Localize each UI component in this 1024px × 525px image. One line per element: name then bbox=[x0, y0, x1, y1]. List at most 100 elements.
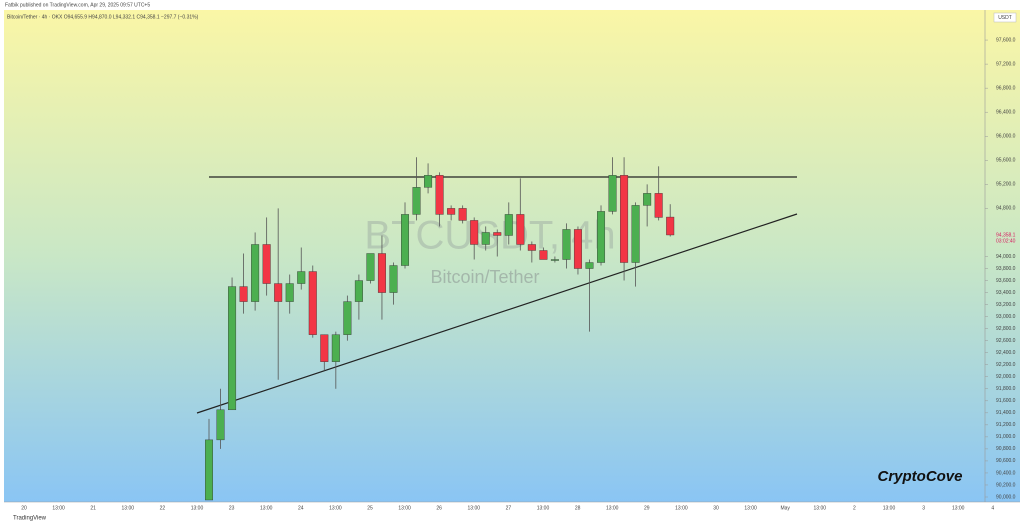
candle-body bbox=[239, 286, 248, 302]
x-tick-label: 13:00 bbox=[329, 505, 342, 511]
y-tick-label: 91,800.0 bbox=[996, 386, 1016, 392]
x-tick-label: 13:00 bbox=[122, 505, 135, 511]
y-tick-label: 93,000.0 bbox=[996, 314, 1016, 320]
candle-body bbox=[366, 253, 375, 281]
candle-body bbox=[308, 271, 317, 335]
y-tick-label: 93,600.0 bbox=[996, 278, 1016, 284]
y-tick-label: 95,200.0 bbox=[996, 182, 1016, 188]
y-tick-label: 93,800.0 bbox=[996, 266, 1016, 272]
y-tick-label: 91,200.0 bbox=[996, 422, 1016, 428]
y-tick-label: 92,800.0 bbox=[996, 326, 1016, 332]
y-tick-label: 90,200.0 bbox=[996, 482, 1016, 488]
candle-body bbox=[573, 229, 582, 269]
candle-body bbox=[424, 175, 433, 188]
candle-body bbox=[539, 250, 548, 260]
x-tick-label: 20 bbox=[21, 505, 27, 511]
x-tick-label: 13:00 bbox=[191, 505, 204, 511]
last-price: 94,358.1 bbox=[996, 232, 1016, 238]
x-tick-label: 13:00 bbox=[814, 505, 827, 511]
y-tick-label: 97,200.0 bbox=[996, 61, 1016, 67]
candle-body bbox=[666, 216, 675, 236]
y-tick-label: 90,000.0 bbox=[996, 494, 1016, 500]
candle-body bbox=[401, 214, 410, 266]
countdown: 03:02:40 bbox=[996, 238, 1016, 244]
candle-body bbox=[204, 439, 213, 501]
y-tick-label: 92,600.0 bbox=[996, 338, 1016, 344]
y-tick-label: 91,000.0 bbox=[996, 434, 1016, 440]
candle-body bbox=[516, 214, 525, 245]
candle-body bbox=[550, 259, 559, 261]
x-tick-label: 25 bbox=[367, 505, 373, 511]
candle-body bbox=[216, 409, 225, 441]
x-tick-label: 3 bbox=[922, 505, 925, 511]
candle-body bbox=[654, 193, 663, 218]
candle-body bbox=[458, 208, 467, 221]
y-tick-label: 91,400.0 bbox=[996, 410, 1016, 416]
candle-body bbox=[389, 265, 398, 293]
x-tick-label: 29 bbox=[644, 505, 650, 511]
x-tick-label: 27 bbox=[506, 505, 512, 511]
header: Fatbik published on TradingView.com, Apr… bbox=[5, 2, 150, 8]
candle-body bbox=[435, 175, 444, 215]
candle-body bbox=[470, 220, 479, 245]
y-tick-label: 96,400.0 bbox=[996, 110, 1016, 116]
symbol-info: Bitcoin/Tether · 4h · OKX O94,655.9 H94,… bbox=[7, 14, 199, 20]
x-tick-label: 22 bbox=[160, 505, 166, 511]
x-tick-label: May bbox=[780, 505, 790, 511]
x-tick-label: 13:00 bbox=[744, 505, 757, 511]
candle-body bbox=[297, 271, 306, 284]
y-tick-label: 94,000.0 bbox=[996, 254, 1016, 260]
candle-body bbox=[262, 244, 271, 284]
x-tick-label: 13:00 bbox=[952, 505, 965, 511]
currency: USDT bbox=[998, 15, 1012, 21]
candle-body bbox=[493, 232, 502, 236]
y-tick-label: 90,400.0 bbox=[996, 470, 1016, 476]
candle-body bbox=[412, 187, 421, 215]
x-tick-label: 24 bbox=[298, 505, 304, 511]
candle-body bbox=[228, 286, 237, 411]
y-tick-label: 96,800.0 bbox=[996, 85, 1016, 91]
candle-body bbox=[285, 283, 294, 302]
candle-body bbox=[377, 253, 386, 293]
y-tick-label: 90,800.0 bbox=[996, 446, 1016, 452]
y-tick-label: 92,000.0 bbox=[996, 374, 1016, 380]
y-tick-label: 93,400.0 bbox=[996, 290, 1016, 296]
y-tick-label: 92,200.0 bbox=[996, 362, 1016, 368]
x-tick-label: 28 bbox=[575, 505, 581, 511]
x-tick-label: 13:00 bbox=[52, 505, 65, 511]
y-tick-label: 94,800.0 bbox=[996, 206, 1016, 212]
candle-body bbox=[331, 334, 340, 362]
candle-body bbox=[343, 301, 352, 335]
x-tick-label: 13:00 bbox=[675, 505, 688, 511]
candle-body bbox=[631, 205, 640, 263]
candle-body bbox=[251, 244, 260, 302]
watermark-name: Bitcoin/Tether bbox=[430, 267, 539, 287]
currency-box bbox=[993, 12, 1017, 23]
candle-body bbox=[608, 175, 617, 212]
y-tick-label: 91,600.0 bbox=[996, 398, 1016, 404]
trend-line bbox=[196, 213, 798, 414]
candle-body bbox=[504, 214, 513, 236]
candle-body bbox=[527, 244, 536, 251]
candle-body bbox=[597, 211, 606, 263]
signature: CryptoCove bbox=[877, 468, 962, 485]
x-tick-label: 13:00 bbox=[398, 505, 411, 511]
y-tick-label: 90,600.0 bbox=[996, 458, 1016, 464]
y-tick-label: 92,400.0 bbox=[996, 350, 1016, 356]
candle-body bbox=[620, 175, 629, 263]
candle-body bbox=[562, 229, 571, 260]
x-tick-label: 13:00 bbox=[260, 505, 273, 511]
x-tick-label: 13:00 bbox=[606, 505, 619, 511]
candle-body bbox=[354, 280, 363, 302]
marks bbox=[204, 157, 675, 501]
candle-body bbox=[643, 193, 652, 206]
candle-body bbox=[481, 232, 490, 245]
y-tick-label: 95,600.0 bbox=[996, 158, 1016, 164]
x-tick-label: 26 bbox=[436, 505, 442, 511]
x-tick-label: 13:00 bbox=[468, 505, 481, 511]
x-tick-label: 13:00 bbox=[883, 505, 896, 511]
y-tick-label: 93,200.0 bbox=[996, 302, 1016, 308]
candle-body bbox=[585, 262, 594, 269]
candle-body bbox=[447, 208, 456, 215]
